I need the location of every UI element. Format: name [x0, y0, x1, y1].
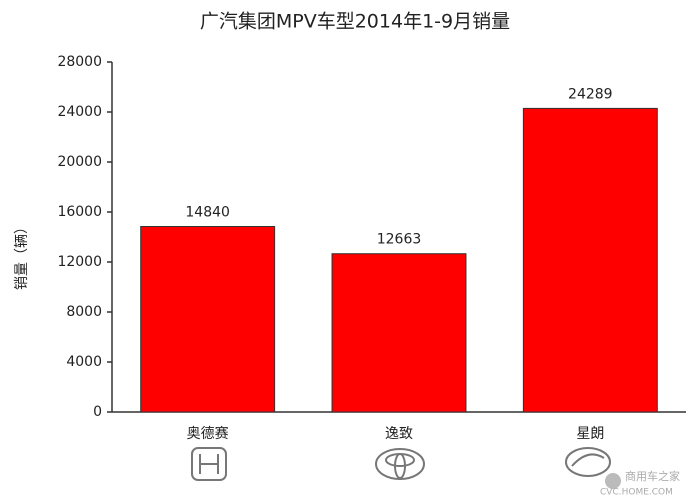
y-tick-label: 0	[93, 404, 102, 420]
y-tick-label: 4000	[66, 354, 102, 370]
watermark-text: 商用车之家	[625, 469, 680, 483]
y-tick-label: 16000	[57, 204, 102, 220]
y-tick-label: 12000	[57, 254, 102, 270]
watermark-text: CVC.HOME.COM	[600, 488, 673, 498]
x-tick-label: 逸致	[385, 426, 413, 442]
bar	[140, 226, 276, 413]
logo-trumpchi	[565, 447, 611, 477]
value-label: 14840	[185, 205, 230, 221]
bar	[522, 107, 658, 413]
x-tick-label: 奥德赛	[187, 425, 229, 442]
logo-toyota	[375, 448, 425, 480]
logo-honda	[191, 447, 227, 481]
y-tick-label: 20000	[57, 154, 102, 170]
y-tick-label: 8000	[66, 304, 102, 320]
x-tick-label: 星朗	[576, 426, 604, 442]
value-label: 12663	[377, 232, 422, 248]
y-tick-label: 24000	[57, 104, 102, 120]
watermark: 商用车之家 CVC.HOME.COM	[600, 469, 680, 498]
y-axis-label: 销量（辆）	[14, 220, 30, 290]
y-tick-label: 28000	[57, 54, 102, 70]
bar	[331, 253, 467, 413]
chart-title: 广汽集团MPV车型2014年1-9月销量	[200, 11, 510, 33]
value-label: 24289	[568, 86, 613, 102]
